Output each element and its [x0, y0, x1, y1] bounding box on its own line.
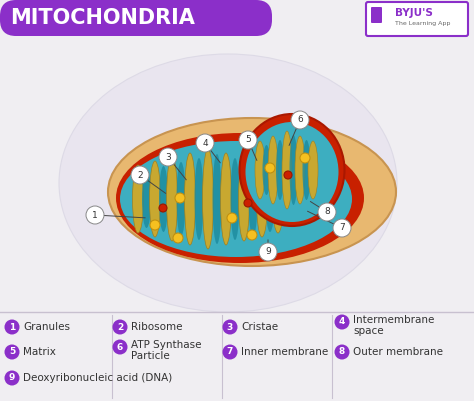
- Text: 7: 7: [339, 223, 345, 233]
- Text: 8: 8: [324, 207, 330, 217]
- Circle shape: [131, 166, 149, 184]
- Text: Matrix: Matrix: [23, 347, 56, 357]
- Ellipse shape: [212, 154, 221, 244]
- Ellipse shape: [295, 136, 305, 204]
- Text: 1: 1: [9, 322, 15, 332]
- Circle shape: [159, 204, 167, 212]
- Ellipse shape: [302, 140, 310, 200]
- Ellipse shape: [159, 166, 168, 232]
- Text: 2: 2: [117, 322, 123, 332]
- Circle shape: [227, 213, 237, 223]
- Text: 7: 7: [227, 348, 233, 356]
- Text: 4: 4: [339, 318, 345, 326]
- Text: 9: 9: [265, 247, 271, 257]
- Ellipse shape: [166, 157, 177, 241]
- Circle shape: [173, 233, 183, 243]
- Ellipse shape: [202, 149, 213, 249]
- Text: Particle: Particle: [131, 351, 170, 361]
- Text: 3: 3: [165, 152, 171, 162]
- Circle shape: [284, 171, 292, 179]
- Text: Deoxyribonucleic acid (DNA): Deoxyribonucleic acid (DNA): [23, 373, 172, 383]
- Ellipse shape: [256, 161, 267, 237]
- Text: 1: 1: [92, 211, 98, 219]
- Circle shape: [196, 134, 214, 152]
- Text: Granules: Granules: [23, 322, 70, 332]
- Circle shape: [291, 111, 309, 129]
- Circle shape: [4, 320, 19, 334]
- Circle shape: [247, 230, 257, 240]
- Circle shape: [239, 131, 257, 149]
- Ellipse shape: [149, 161, 161, 237]
- Circle shape: [222, 320, 237, 334]
- Ellipse shape: [142, 170, 151, 228]
- FancyBboxPatch shape: [371, 7, 382, 23]
- Circle shape: [222, 344, 237, 360]
- Ellipse shape: [59, 54, 397, 312]
- Text: Ribosome: Ribosome: [131, 322, 182, 332]
- Ellipse shape: [265, 166, 274, 232]
- Ellipse shape: [230, 158, 239, 240]
- Ellipse shape: [239, 114, 345, 226]
- Circle shape: [259, 243, 277, 261]
- Ellipse shape: [184, 153, 195, 245]
- Ellipse shape: [176, 162, 185, 236]
- Text: Outer membrane: Outer membrane: [353, 347, 443, 357]
- Circle shape: [300, 153, 310, 163]
- Text: 9: 9: [9, 373, 15, 383]
- Text: Cristae: Cristae: [241, 322, 278, 332]
- Text: Intermembrane: Intermembrane: [353, 315, 434, 325]
- Text: 2: 2: [137, 170, 143, 180]
- Circle shape: [150, 220, 160, 230]
- Ellipse shape: [290, 135, 298, 205]
- Ellipse shape: [282, 131, 292, 209]
- Circle shape: [244, 199, 252, 207]
- Circle shape: [335, 314, 349, 330]
- Circle shape: [86, 206, 104, 224]
- Circle shape: [4, 344, 19, 360]
- Ellipse shape: [220, 153, 231, 245]
- Text: BYJU'S: BYJU'S: [395, 8, 433, 18]
- Ellipse shape: [276, 140, 284, 200]
- Circle shape: [333, 219, 351, 237]
- Ellipse shape: [246, 122, 338, 222]
- Ellipse shape: [108, 118, 396, 266]
- Text: 5: 5: [245, 136, 251, 144]
- Ellipse shape: [308, 141, 318, 199]
- Text: Inner membrane: Inner membrane: [241, 347, 328, 357]
- Circle shape: [175, 193, 185, 203]
- Ellipse shape: [133, 165, 144, 233]
- Text: 4: 4: [202, 138, 208, 148]
- Text: 6: 6: [117, 342, 123, 352]
- Circle shape: [4, 371, 19, 385]
- Circle shape: [335, 344, 349, 360]
- Text: 8: 8: [339, 348, 345, 356]
- Ellipse shape: [255, 141, 265, 199]
- Text: MITOCHONDRIA: MITOCHONDRIA: [10, 8, 195, 28]
- Text: 5: 5: [9, 348, 15, 356]
- Text: ATP Synthase: ATP Synthase: [131, 340, 201, 350]
- Text: 3: 3: [227, 322, 233, 332]
- Circle shape: [159, 148, 177, 166]
- Ellipse shape: [116, 133, 364, 263]
- Circle shape: [265, 163, 275, 173]
- Ellipse shape: [238, 157, 249, 241]
- Circle shape: [318, 203, 336, 221]
- Ellipse shape: [120, 141, 352, 257]
- Ellipse shape: [248, 162, 257, 236]
- Text: 6: 6: [297, 115, 303, 124]
- Ellipse shape: [268, 136, 278, 204]
- Text: The Learning App: The Learning App: [395, 22, 450, 26]
- FancyBboxPatch shape: [366, 2, 468, 36]
- Ellipse shape: [194, 158, 203, 240]
- Ellipse shape: [273, 165, 283, 233]
- Text: space: space: [353, 326, 383, 336]
- Ellipse shape: [263, 145, 271, 195]
- Circle shape: [112, 320, 128, 334]
- Circle shape: [112, 340, 128, 354]
- FancyBboxPatch shape: [0, 0, 272, 36]
